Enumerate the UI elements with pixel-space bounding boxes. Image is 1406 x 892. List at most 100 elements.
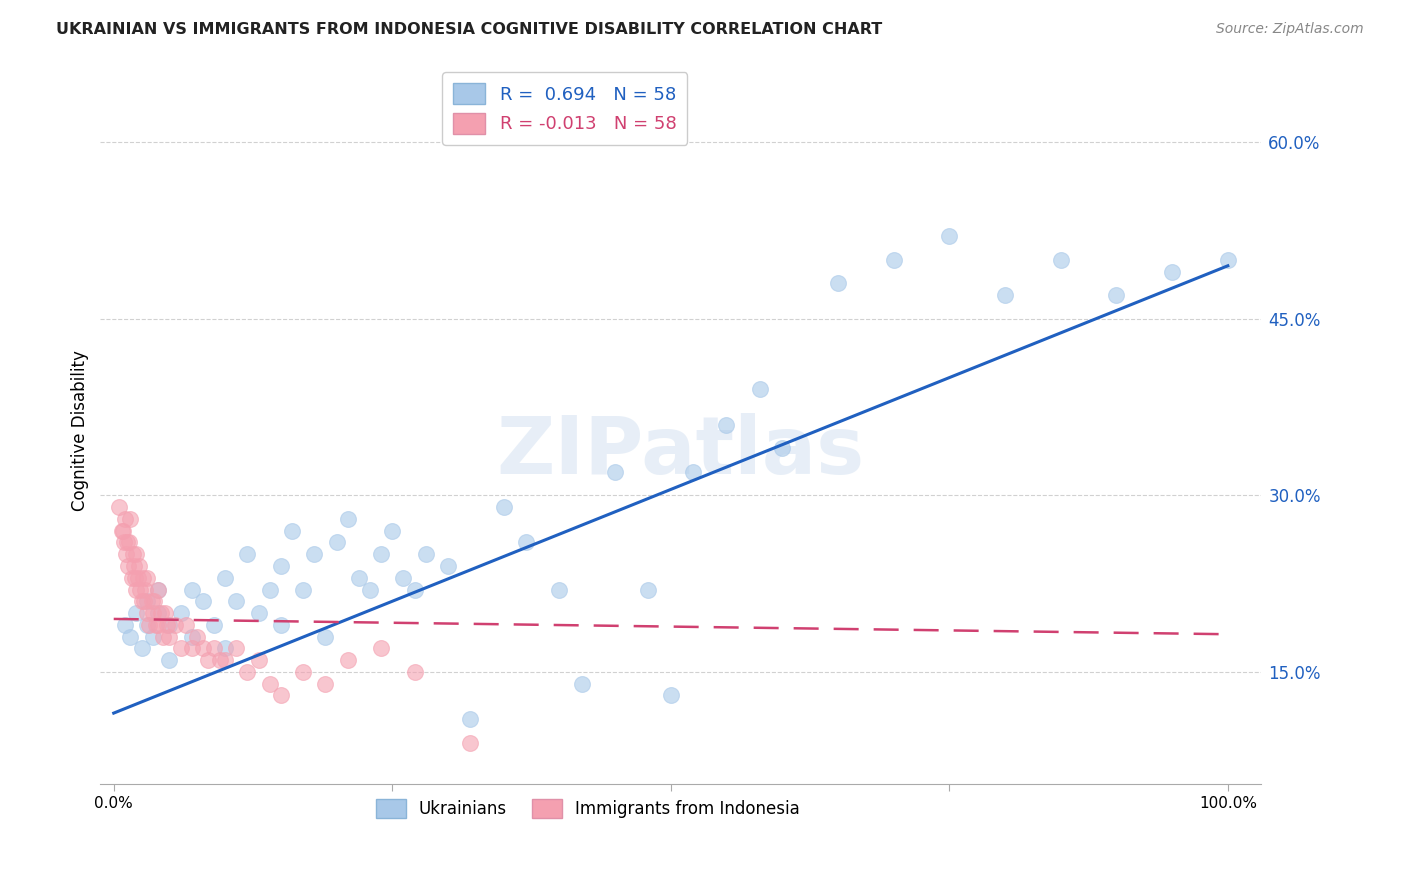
Point	[370, 641, 392, 656]
Point	[125, 582, 148, 597]
Point	[603, 465, 626, 479]
Point	[1105, 288, 1128, 302]
Point	[236, 547, 259, 561]
Point	[131, 571, 153, 585]
Point	[336, 512, 359, 526]
Point	[127, 571, 149, 585]
Point	[716, 417, 738, 432]
Point	[163, 617, 186, 632]
Point	[1216, 252, 1239, 267]
Point	[148, 606, 170, 620]
Point	[202, 641, 225, 656]
Point	[515, 535, 537, 549]
Point	[125, 606, 148, 620]
Point	[247, 606, 270, 620]
Y-axis label: Cognitive Disability: Cognitive Disability	[72, 351, 89, 511]
Point	[142, 606, 165, 620]
Point	[336, 653, 359, 667]
Point	[131, 594, 153, 608]
Point	[304, 547, 326, 561]
Point	[208, 653, 231, 667]
Point	[115, 535, 138, 549]
Point	[437, 558, 460, 573]
Point	[359, 582, 381, 597]
Point	[458, 712, 481, 726]
Point	[197, 653, 219, 667]
Point	[159, 653, 181, 667]
Point	[152, 630, 174, 644]
Point	[404, 582, 426, 597]
Point	[314, 676, 336, 690]
Point	[134, 582, 156, 597]
Point	[174, 617, 197, 632]
Point	[125, 547, 148, 561]
Point	[659, 689, 682, 703]
Point	[186, 630, 208, 644]
Point	[180, 641, 202, 656]
Point	[136, 571, 159, 585]
Point	[136, 606, 159, 620]
Point	[292, 582, 315, 597]
Point	[415, 547, 437, 561]
Point	[159, 630, 181, 644]
Point	[136, 594, 159, 608]
Point	[117, 558, 139, 573]
Point	[120, 630, 142, 644]
Point	[1161, 265, 1184, 279]
Point	[458, 735, 481, 749]
Point	[120, 512, 142, 526]
Point	[314, 630, 336, 644]
Point	[259, 676, 281, 690]
Point	[132, 594, 155, 608]
Point	[404, 665, 426, 679]
Point	[571, 676, 593, 690]
Point	[637, 582, 659, 597]
Point	[191, 594, 214, 608]
Point	[114, 617, 136, 632]
Point	[145, 617, 167, 632]
Point	[270, 689, 292, 703]
Point	[281, 524, 304, 538]
Point	[214, 653, 236, 667]
Point	[259, 582, 281, 597]
Point	[131, 641, 153, 656]
Point	[169, 641, 191, 656]
Point	[138, 617, 160, 632]
Point	[142, 630, 165, 644]
Point	[108, 500, 131, 515]
Point	[111, 524, 134, 538]
Point	[347, 571, 370, 585]
Point	[112, 535, 135, 549]
Point	[114, 512, 136, 526]
Point	[370, 547, 392, 561]
Point	[121, 547, 143, 561]
Point	[136, 617, 159, 632]
Point	[118, 535, 141, 549]
Point	[225, 641, 247, 656]
Point	[110, 524, 132, 538]
Point	[141, 594, 163, 608]
Point	[124, 571, 146, 585]
Point	[142, 594, 165, 608]
Point	[392, 571, 415, 585]
Point	[1049, 252, 1071, 267]
Point	[169, 606, 191, 620]
Point	[153, 606, 176, 620]
Point	[148, 617, 170, 632]
Point	[225, 594, 247, 608]
Point	[122, 558, 145, 573]
Text: Source: ZipAtlas.com: Source: ZipAtlas.com	[1216, 22, 1364, 37]
Point	[381, 524, 404, 538]
Point	[156, 617, 179, 632]
Point	[236, 665, 259, 679]
Legend: Ukrainians, Immigrants from Indonesia: Ukrainians, Immigrants from Indonesia	[368, 792, 807, 825]
Point	[214, 641, 236, 656]
Point	[121, 571, 143, 585]
Point	[548, 582, 571, 597]
Point	[148, 582, 170, 597]
Point	[270, 617, 292, 632]
Point	[994, 288, 1017, 302]
Point	[938, 229, 960, 244]
Point	[214, 571, 236, 585]
Point	[827, 277, 849, 291]
